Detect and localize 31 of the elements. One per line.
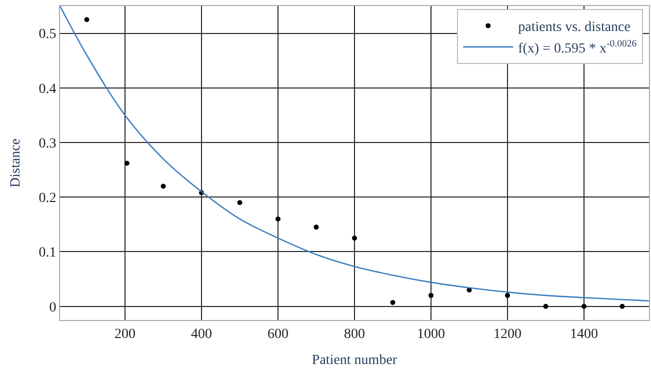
y-tick-label: 0.5 [38, 27, 56, 42]
point [581, 304, 586, 309]
x-tick-label: 400 [191, 326, 212, 342]
x-axis-title: Patient number [312, 353, 398, 368]
y-axis-title: Distance [8, 138, 24, 188]
point [428, 292, 434, 298]
point [352, 236, 357, 241]
legend-label: f(x) = 0.595 * x$^{-0.0026}$ [518, 38, 637, 56]
y-tick-label: 0 [49, 300, 56, 316]
point [620, 304, 625, 309]
line-series [60, 6, 649, 302]
point [237, 200, 242, 206]
x-tick-label: 1000 [416, 326, 445, 342]
y-tick-label: 0.1 [38, 246, 56, 261]
x-tick-label: 600 [268, 326, 289, 342]
point [504, 292, 510, 298]
point [84, 17, 90, 22]
y-tick-label: 0.4 [38, 82, 56, 97]
point [314, 224, 319, 230]
point [390, 300, 396, 306]
x-tick-label: 800 [344, 326, 365, 342]
point [276, 216, 281, 222]
point [124, 160, 130, 166]
x-tick-label: 1400 [570, 326, 598, 342]
x-tick-label: 1200 [493, 326, 522, 342]
point [160, 184, 166, 189]
y-tick-label: 0.2 [38, 191, 56, 206]
y-tick-label: 0.3 [38, 136, 56, 152]
legend-label: patients vs. distance [518, 20, 630, 36]
x-tick-label: 200 [114, 326, 136, 342]
point [543, 304, 548, 309]
